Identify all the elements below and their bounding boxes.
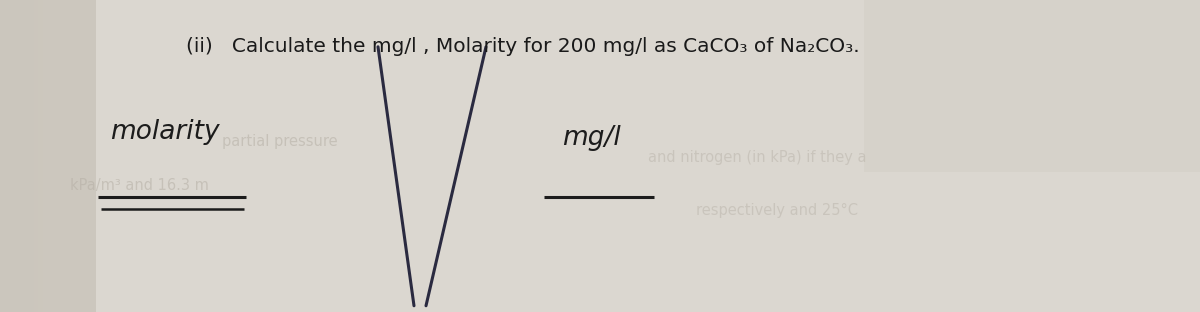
FancyBboxPatch shape — [34, 0, 38, 312]
Text: mg/l: mg/l — [562, 125, 620, 151]
Text: molarity: molarity — [110, 119, 220, 144]
FancyBboxPatch shape — [10, 0, 14, 312]
FancyBboxPatch shape — [864, 0, 1200, 172]
FancyBboxPatch shape — [24, 0, 29, 312]
FancyBboxPatch shape — [0, 0, 5, 312]
FancyBboxPatch shape — [19, 0, 24, 312]
FancyBboxPatch shape — [5, 0, 10, 312]
Text: respectively and 25°C: respectively and 25°C — [696, 203, 858, 218]
FancyBboxPatch shape — [58, 0, 62, 312]
FancyBboxPatch shape — [14, 0, 19, 312]
Text: kPa/m³ and 16.3 m: kPa/m³ and 16.3 m — [70, 178, 209, 193]
Text: and nitrogen (in kPa) if they a: and nitrogen (in kPa) if they a — [648, 150, 866, 165]
FancyBboxPatch shape — [67, 0, 72, 312]
FancyBboxPatch shape — [38, 0, 43, 312]
Text: (ii)   Calculate the mg/l , Molarity for 200 mg/l as CaCO₃ of Na₂CO₃.: (ii) Calculate the mg/l , Molarity for 2… — [186, 37, 859, 56]
FancyBboxPatch shape — [0, 0, 96, 312]
FancyBboxPatch shape — [53, 0, 58, 312]
FancyBboxPatch shape — [62, 0, 67, 312]
FancyBboxPatch shape — [48, 0, 53, 312]
Text: partial pressure: partial pressure — [222, 134, 337, 149]
FancyBboxPatch shape — [29, 0, 34, 312]
FancyBboxPatch shape — [43, 0, 48, 312]
